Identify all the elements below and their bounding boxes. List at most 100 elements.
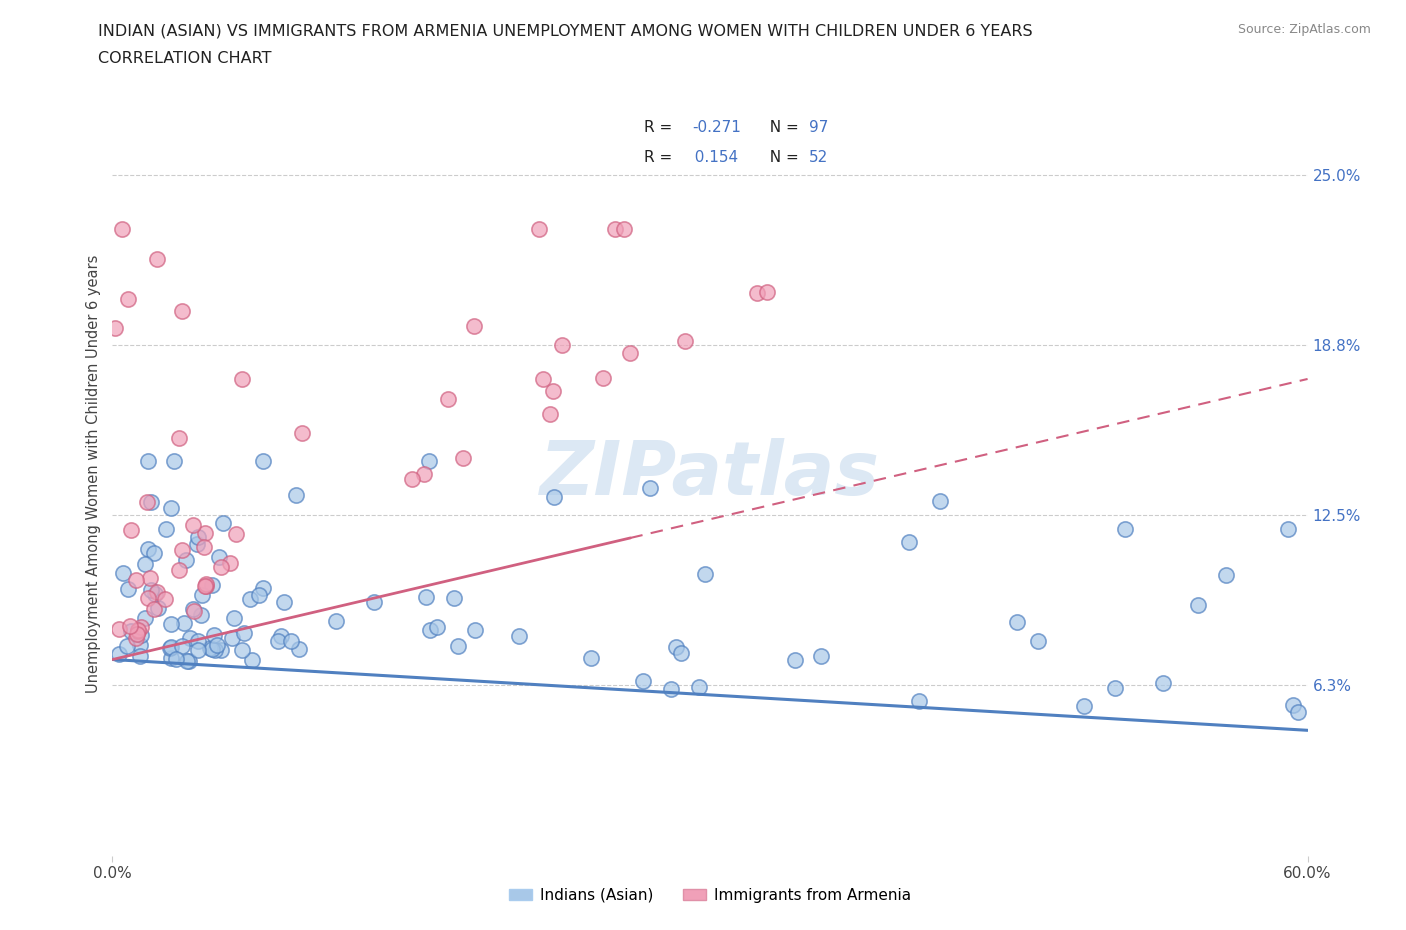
Point [134, 557, 156, 572]
Point [194, 577, 217, 591]
Text: R =: R = [644, 151, 678, 166]
Point [201, 642, 224, 657]
Point [579, 650, 602, 665]
Point [139, 571, 162, 586]
Point [209, 643, 232, 658]
Point [194, 578, 217, 593]
Point [463, 319, 485, 334]
Point [1286, 705, 1309, 720]
Point [1005, 615, 1028, 630]
Point [143, 602, 166, 617]
Point [810, 649, 832, 664]
Point [898, 535, 921, 550]
Point [202, 628, 225, 643]
Legend: Indians (Asian), Immigrants from Armenia: Indians (Asian), Immigrants from Armenia [503, 882, 917, 909]
Point [665, 640, 688, 655]
Point [146, 585, 169, 600]
Point [1187, 597, 1209, 612]
Point [127, 627, 149, 642]
Point [160, 617, 183, 631]
Point [128, 637, 150, 652]
Point [172, 543, 194, 558]
Point [291, 426, 314, 441]
Point [143, 586, 166, 601]
Point [174, 552, 197, 567]
Point [134, 611, 156, 626]
Point [146, 601, 169, 616]
Point [603, 221, 626, 236]
Point [1281, 698, 1303, 713]
Point [131, 628, 153, 643]
Point [190, 608, 212, 623]
Point [426, 619, 449, 634]
Point [183, 518, 205, 533]
Point [205, 637, 228, 652]
Point [267, 633, 290, 648]
Point [204, 643, 226, 658]
Point [117, 291, 139, 306]
Point [146, 252, 169, 267]
Point [1152, 675, 1174, 690]
Point [1277, 522, 1299, 537]
Point [538, 406, 561, 421]
Point [280, 633, 302, 648]
Point [619, 346, 641, 361]
Point [401, 472, 423, 486]
Point [592, 370, 614, 385]
Point [529, 221, 551, 236]
Text: INDIAN (ASIAN) VS IMMIGRANTS FROM ARMENIA UNEMPLOYMENT AMONG WOMEN WITH CHILDREN: INDIAN (ASIAN) VS IMMIGRANTS FROM ARMENI… [98, 23, 1033, 38]
Point [120, 624, 142, 639]
Point [239, 591, 262, 606]
Point [187, 530, 209, 545]
Point [209, 559, 232, 574]
Point [541, 384, 564, 399]
Point [186, 633, 208, 648]
Text: N =: N = [761, 120, 804, 135]
Point [231, 372, 253, 387]
Point [167, 431, 190, 445]
Point [231, 643, 253, 658]
Point [125, 573, 148, 588]
Point [120, 522, 142, 537]
Point [363, 594, 385, 609]
Point [451, 451, 474, 466]
Point [104, 321, 127, 336]
Point [191, 588, 214, 603]
Point [631, 674, 654, 689]
Point [170, 639, 193, 654]
Point [186, 537, 208, 551]
Point [287, 642, 309, 657]
Point [531, 371, 554, 386]
Point [108, 621, 131, 636]
Point [252, 580, 274, 595]
Point [155, 522, 177, 537]
Point [115, 639, 138, 654]
Point [419, 622, 441, 637]
Text: 0.154: 0.154 [685, 151, 738, 166]
Point [120, 618, 142, 633]
Text: 97: 97 [810, 120, 828, 135]
Text: ZIPatlas: ZIPatlas [540, 438, 880, 511]
Point [111, 221, 134, 236]
Point [1104, 681, 1126, 696]
Point [1073, 698, 1095, 713]
Point [415, 590, 437, 604]
Point [219, 555, 242, 570]
Point [183, 604, 205, 618]
Point [167, 563, 190, 578]
Point [464, 623, 486, 638]
Point [165, 651, 187, 666]
Point [172, 303, 194, 318]
Point [1026, 633, 1049, 648]
Point [136, 494, 159, 509]
Point [221, 631, 243, 645]
Point [908, 694, 931, 709]
Point [159, 639, 181, 654]
Point [550, 338, 572, 352]
Point [447, 638, 470, 653]
Point [159, 500, 181, 515]
Y-axis label: Unemployment Among Women with Children Under 6 years: Unemployment Among Women with Children U… [86, 255, 101, 694]
Point [138, 591, 160, 605]
Point [129, 648, 152, 663]
Point [695, 566, 717, 581]
